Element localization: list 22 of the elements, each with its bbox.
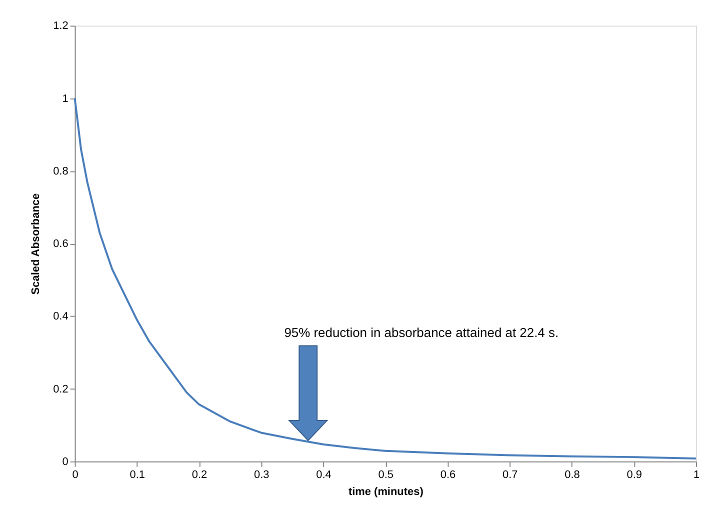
y-tick-label: 0 <box>62 456 68 468</box>
y-tick-label: 0.6 <box>53 238 68 250</box>
x-tick-label: 0.9 <box>626 468 642 481</box>
x-tick-label: 0.5 <box>378 468 394 481</box>
y-tick-label: 1 <box>62 92 68 105</box>
x-tick-label: 0.8 <box>564 468 580 481</box>
x-tick-label: 1 <box>693 468 700 481</box>
x-tick-label: 0.7 <box>502 468 518 481</box>
y-tick-label: 1.2 <box>53 20 68 32</box>
x-tick-label: 0.6 <box>440 468 456 481</box>
y-tick-label: 0.4 <box>53 310 68 323</box>
y-tick-label: 0.2 <box>53 383 68 396</box>
y-tick-label: 0.8 <box>53 165 68 178</box>
x-tick-label: 0.2 <box>192 468 208 481</box>
x-tick-label: 0.4 <box>316 468 332 481</box>
annotation: 95% reduction in absorbance attained at 22.4 s. <box>284 324 559 340</box>
x-axis-title: time (minutes) <box>348 486 424 498</box>
x-tick-label: 0.3 <box>254 468 270 481</box>
x-tick-label: 0 <box>72 468 78 481</box>
y-axis-title: Scaled Absorbance <box>30 193 42 295</box>
x-tick-label: 0.1 <box>130 468 146 481</box>
line-series <box>74 97 698 460</box>
